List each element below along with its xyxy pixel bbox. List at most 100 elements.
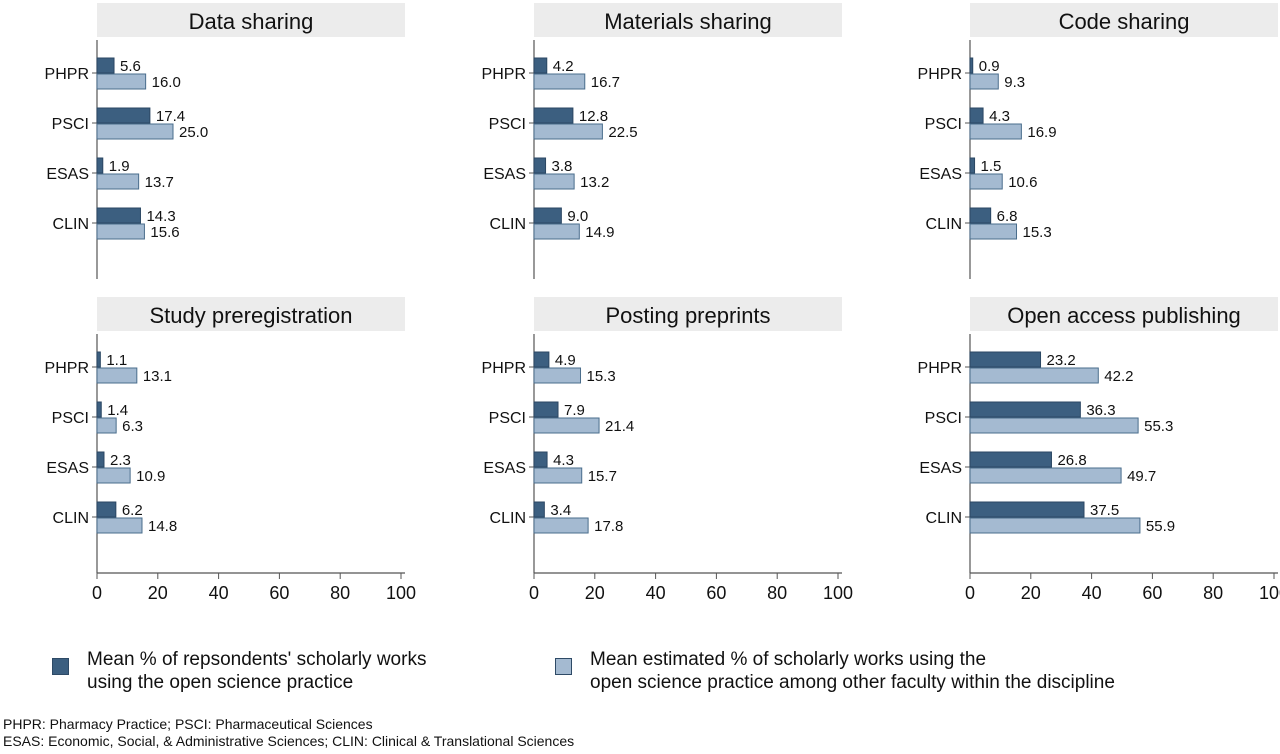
value-label-own: 1.9 [109, 158, 130, 175]
category-label: ESAS [919, 166, 962, 183]
bar-own [533, 351, 550, 368]
chart-panels: Data sharing PHPR 5.6 16.0 PSCI 17.4 25.0 ESAS 1… [45, 3, 1280, 603]
legend-label-others-line1: Mean estimated % of scholarly works usin… [590, 649, 987, 670]
x-tick-label: 0 [92, 583, 102, 603]
panel-header [534, 3, 842, 37]
bar-own [969, 207, 992, 224]
panel-title: Posting preprints [605, 303, 770, 328]
value-label-others: 10.6 [1008, 174, 1037, 191]
category-label: ESAS [46, 460, 89, 477]
category-label: CLIN [926, 510, 962, 527]
value-label-others: 13.7 [145, 174, 174, 191]
panel-title: Materials sharing [604, 9, 772, 34]
value-label-own: 6.2 [122, 502, 143, 519]
category-label: PHPR [45, 360, 89, 377]
value-label-others: 15.3 [1023, 224, 1052, 241]
bar-own [533, 107, 574, 124]
value-label-own: 4.3 [553, 452, 574, 469]
value-label-own: 4.2 [553, 58, 574, 75]
category-label: CLIN [53, 216, 89, 233]
bar-own [96, 451, 105, 468]
bar-own [533, 501, 545, 518]
x-tick-label: 20 [585, 583, 605, 603]
value-label-own: 14.3 [146, 208, 175, 225]
x-tick-label: 40 [646, 583, 666, 603]
value-label-others: 13.2 [580, 174, 609, 191]
value-label-own: 3.8 [552, 158, 573, 175]
x-tick-label: 80 [1203, 583, 1223, 603]
value-label-others: 25.0 [179, 124, 208, 141]
panel-title: Data sharing [189, 9, 314, 34]
value-label-own: 1.5 [981, 158, 1002, 175]
value-label-others: 42.2 [1104, 368, 1133, 385]
legend-label-others: Mean estimated % of scholarly works usin… [590, 648, 1115, 694]
legend-swatch-others [555, 658, 572, 675]
legend-swatch-own [52, 658, 69, 675]
value-label-own: 36.3 [1086, 402, 1115, 419]
category-label: PSCI [489, 410, 526, 427]
x-tick-label: 20 [1021, 583, 1041, 603]
x-tick-label: 40 [209, 583, 229, 603]
category-label: PHPR [45, 66, 89, 83]
bar-others [533, 367, 582, 384]
bar-own [533, 157, 547, 174]
bar-others [96, 467, 131, 484]
bar-others [969, 467, 1122, 484]
value-label-others: 16.0 [152, 74, 181, 91]
bar-others [969, 517, 1141, 534]
bar-own [969, 157, 976, 174]
value-label-own: 12.8 [579, 108, 608, 125]
bar-others [969, 223, 1018, 240]
bar-others [969, 73, 999, 90]
value-label-others: 10.9 [136, 468, 165, 485]
bar-own [533, 401, 559, 418]
bar-own [533, 207, 562, 224]
value-label-others: 16.9 [1027, 124, 1056, 141]
bar-others [96, 123, 174, 140]
panel-posting-preprints: Posting preprints PHPR 4.9 15.3 PSCI 7.9 21.4 E… [482, 297, 853, 603]
category-label: PSCI [925, 410, 962, 427]
category-label: PHPR [918, 66, 962, 83]
legend-item-others: Mean estimated % of scholarly works usin… [555, 648, 1115, 694]
category-label: PSCI [489, 116, 526, 133]
bar-others [533, 467, 583, 484]
bar-own [96, 57, 115, 74]
bar-own [96, 157, 104, 174]
bar-own [969, 501, 1085, 518]
x-tick-label: 20 [148, 583, 168, 603]
value-label-own: 7.9 [564, 402, 585, 419]
value-label-own: 26.8 [1057, 452, 1086, 469]
value-label-others: 49.7 [1127, 468, 1156, 485]
bar-own [96, 207, 141, 224]
bar-others [533, 123, 603, 140]
bar-others [96, 417, 117, 434]
value-label-own: 37.5 [1090, 502, 1119, 519]
value-label-own: 23.2 [1047, 352, 1076, 369]
x-tick-label: 100 [823, 583, 853, 603]
bar-others [533, 417, 600, 434]
value-label-own: 1.4 [107, 402, 128, 419]
bar-own [96, 501, 117, 518]
bar-others [96, 73, 147, 90]
panel-title: Open access publishing [1007, 303, 1241, 328]
value-label-others: 21.4 [605, 418, 634, 435]
x-tick-label: 100 [1259, 583, 1280, 603]
legend-label-own: Mean % of repsondents' scholarly works u… [87, 648, 426, 694]
panel-materials-sharing: Materials sharing PHPR 4.2 16.7 PSCI 12.822.5… [482, 3, 842, 279]
value-label-others: 22.5 [608, 124, 637, 141]
value-label-own: 1.1 [106, 352, 127, 369]
value-label-others: 15.6 [150, 224, 179, 241]
legend-item-own: Mean % of repsondents' scholarly works u… [52, 648, 426, 694]
x-tick-label: 60 [706, 583, 726, 603]
value-label-others: 9.3 [1004, 74, 1025, 91]
value-label-own: 4.3 [989, 108, 1010, 125]
bar-own [96, 351, 101, 368]
panel-header [97, 3, 405, 37]
category-label: CLIN [490, 510, 526, 527]
panel-header [97, 297, 405, 331]
bar-own [969, 451, 1052, 468]
category-label: PSCI [52, 116, 89, 133]
bar-others [533, 73, 586, 90]
value-label-others: 13.1 [143, 368, 172, 385]
category-label: PHPR [482, 360, 526, 377]
